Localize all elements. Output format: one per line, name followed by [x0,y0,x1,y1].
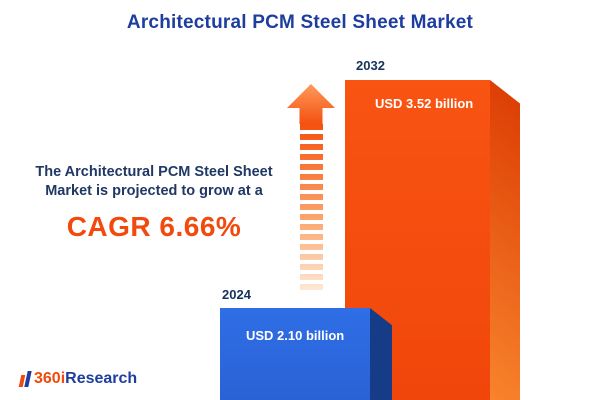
logo-bars-icon [18,371,32,387]
bar-2024-side-face [370,308,392,400]
annotation-line-2: Market is projected to grow at a [45,182,263,199]
growth-arrow-icon [287,84,335,124]
logo-text: 360iResearch [34,370,137,388]
year-label-2024: 2024 [222,287,251,302]
logo-text-360i: 360i [34,370,66,387]
annotation-block: The Architectural PCM Steel Sheet Market… [18,163,290,243]
bar-2032-side-face [490,80,520,400]
bar-2024 [220,308,370,400]
annotation-line-1: The Architectural PCM Steel Sheet [35,164,273,180]
page-title: Architectural PCM Steel Sheet Market [126,12,474,33]
value-label-2032: USD 3.52 billion [375,96,474,111]
brand-logo: 360iResearch [18,370,137,388]
year-label-2032: 2032 [356,58,385,73]
value-label-2024: USD 2.10 billion [246,328,345,343]
logo-text-research: Research [65,370,138,387]
cagr-value: CAGR 6.66% [66,210,242,242]
growth-arrow-tail [300,124,323,292]
